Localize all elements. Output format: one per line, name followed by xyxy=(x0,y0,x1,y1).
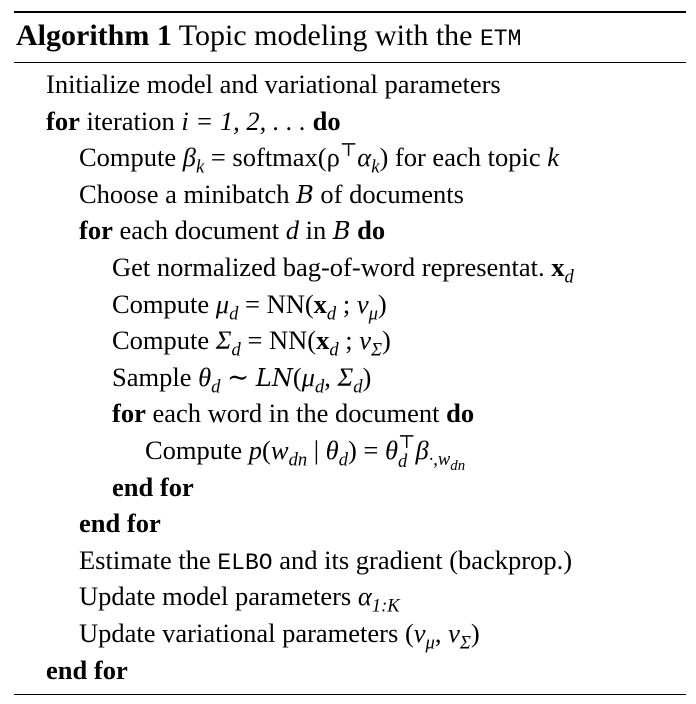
line-for-iteration: for iteration i = 1, 2, . . . do xyxy=(46,105,341,136)
line-end-for-document: end for xyxy=(79,508,161,539)
line-initialize: Initialize model and variational paramet… xyxy=(46,69,501,99)
line-for-each-word: for each word in the document do xyxy=(112,398,475,429)
top-rule xyxy=(14,11,686,13)
bottom-rule xyxy=(14,694,686,696)
etm-acronym: ETM xyxy=(479,26,522,52)
algorithm-label: Algorithm 1 xyxy=(16,19,172,52)
line-sample-theta: Sample θd ∼ LN(μd, Σd) xyxy=(112,361,372,398)
line-update-model: Update model parameters α1:K xyxy=(79,581,400,617)
algorithm-body: Initialize model and variational paramet… xyxy=(14,63,686,694)
line-end-for-word: end for xyxy=(112,471,194,502)
algorithm-box: Algorithm 1 Topic modeling with the ETM … xyxy=(14,11,686,696)
line-compute-sigma: Compute Σd = NN(xd ; νΣ) xyxy=(112,325,391,361)
line-compute-beta: Compute βk = softmax(ρ⊤αk) for each topi… xyxy=(79,140,559,178)
line-compute-word-prob: Compute p(wdn | θd) = θ ⊤ d β·,wdn xyxy=(145,432,466,475)
line-estimate-elbo: Estimate the ELBO and its gradient (back… xyxy=(79,544,573,576)
line-for-each-document: for each document d in B do xyxy=(79,215,386,246)
line-end-for-iteration: end for xyxy=(46,654,128,685)
line-choose-minibatch: Choose a minibatch B of documents xyxy=(79,178,464,209)
caption-rule xyxy=(14,62,686,63)
line-bag-of-words: Get normalized bag-of-word representat. … xyxy=(112,251,574,288)
algorithm-caption: Algorithm 1 Topic modeling with the ETM xyxy=(14,13,686,62)
line-compute-mu: Compute μd = NN(xd ; νμ) xyxy=(112,288,387,325)
line-update-variational: Update variational parameters (νμ, νΣ) xyxy=(79,617,480,654)
algorithm-title: Topic modeling with the ETM xyxy=(178,19,522,52)
